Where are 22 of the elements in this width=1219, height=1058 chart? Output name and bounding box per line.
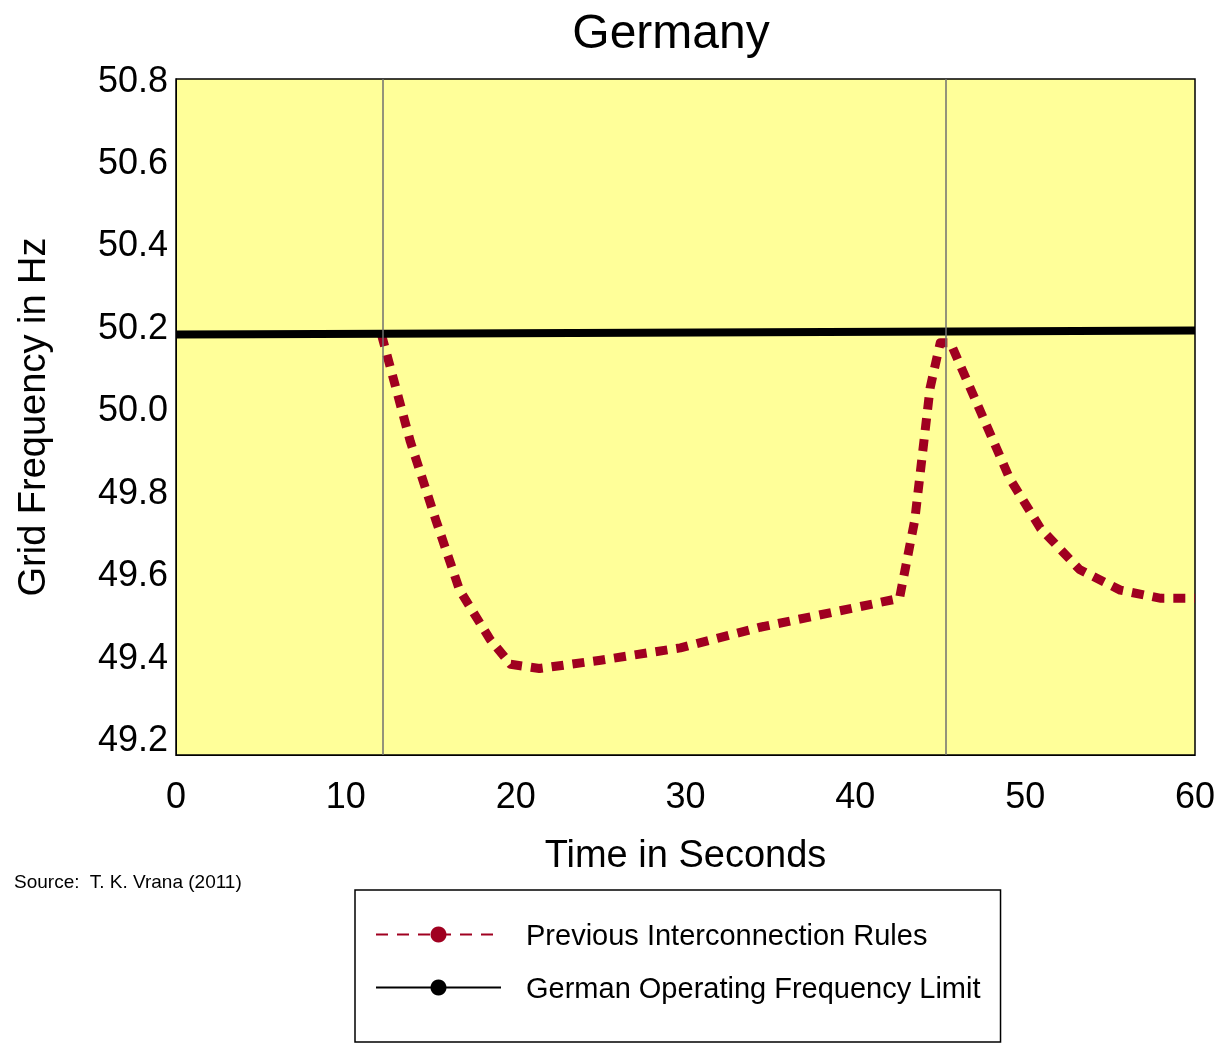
y-tick-label: 50.2 xyxy=(97,305,168,347)
x-tick-label: 50 xyxy=(1005,774,1046,816)
x-axis-title: Time in Seconds xyxy=(544,833,827,875)
x-tick-label: 10 xyxy=(325,774,366,816)
y-tick-label: 49.6 xyxy=(97,553,168,595)
y-tick-label: 49.4 xyxy=(97,635,168,677)
x-tick-label: 30 xyxy=(665,774,706,816)
legend-label: German Operating Frequency Limit xyxy=(526,971,981,1004)
x-tick-label: 40 xyxy=(835,774,876,816)
source-note: Source: T. K. Vrana (2011) xyxy=(14,871,242,892)
x-tick-label: 60 xyxy=(1174,774,1216,816)
x-tick-label: 20 xyxy=(495,774,536,816)
x-tick-label: 0 xyxy=(165,774,187,816)
y-tick-label: 50.4 xyxy=(97,223,168,265)
y-tick-label: 49.8 xyxy=(97,470,168,512)
y-tick-label: 49.2 xyxy=(97,718,168,760)
legend-label: Previous Interconnection Rules xyxy=(526,918,928,951)
y-tick-label: 50.6 xyxy=(97,140,168,182)
y-axis-title: Grid Frequency in Hz xyxy=(11,237,53,597)
chart-title: Germany xyxy=(572,4,770,58)
y-tick-label: 50.8 xyxy=(97,58,168,100)
y-tick-label: 50.0 xyxy=(97,388,168,430)
